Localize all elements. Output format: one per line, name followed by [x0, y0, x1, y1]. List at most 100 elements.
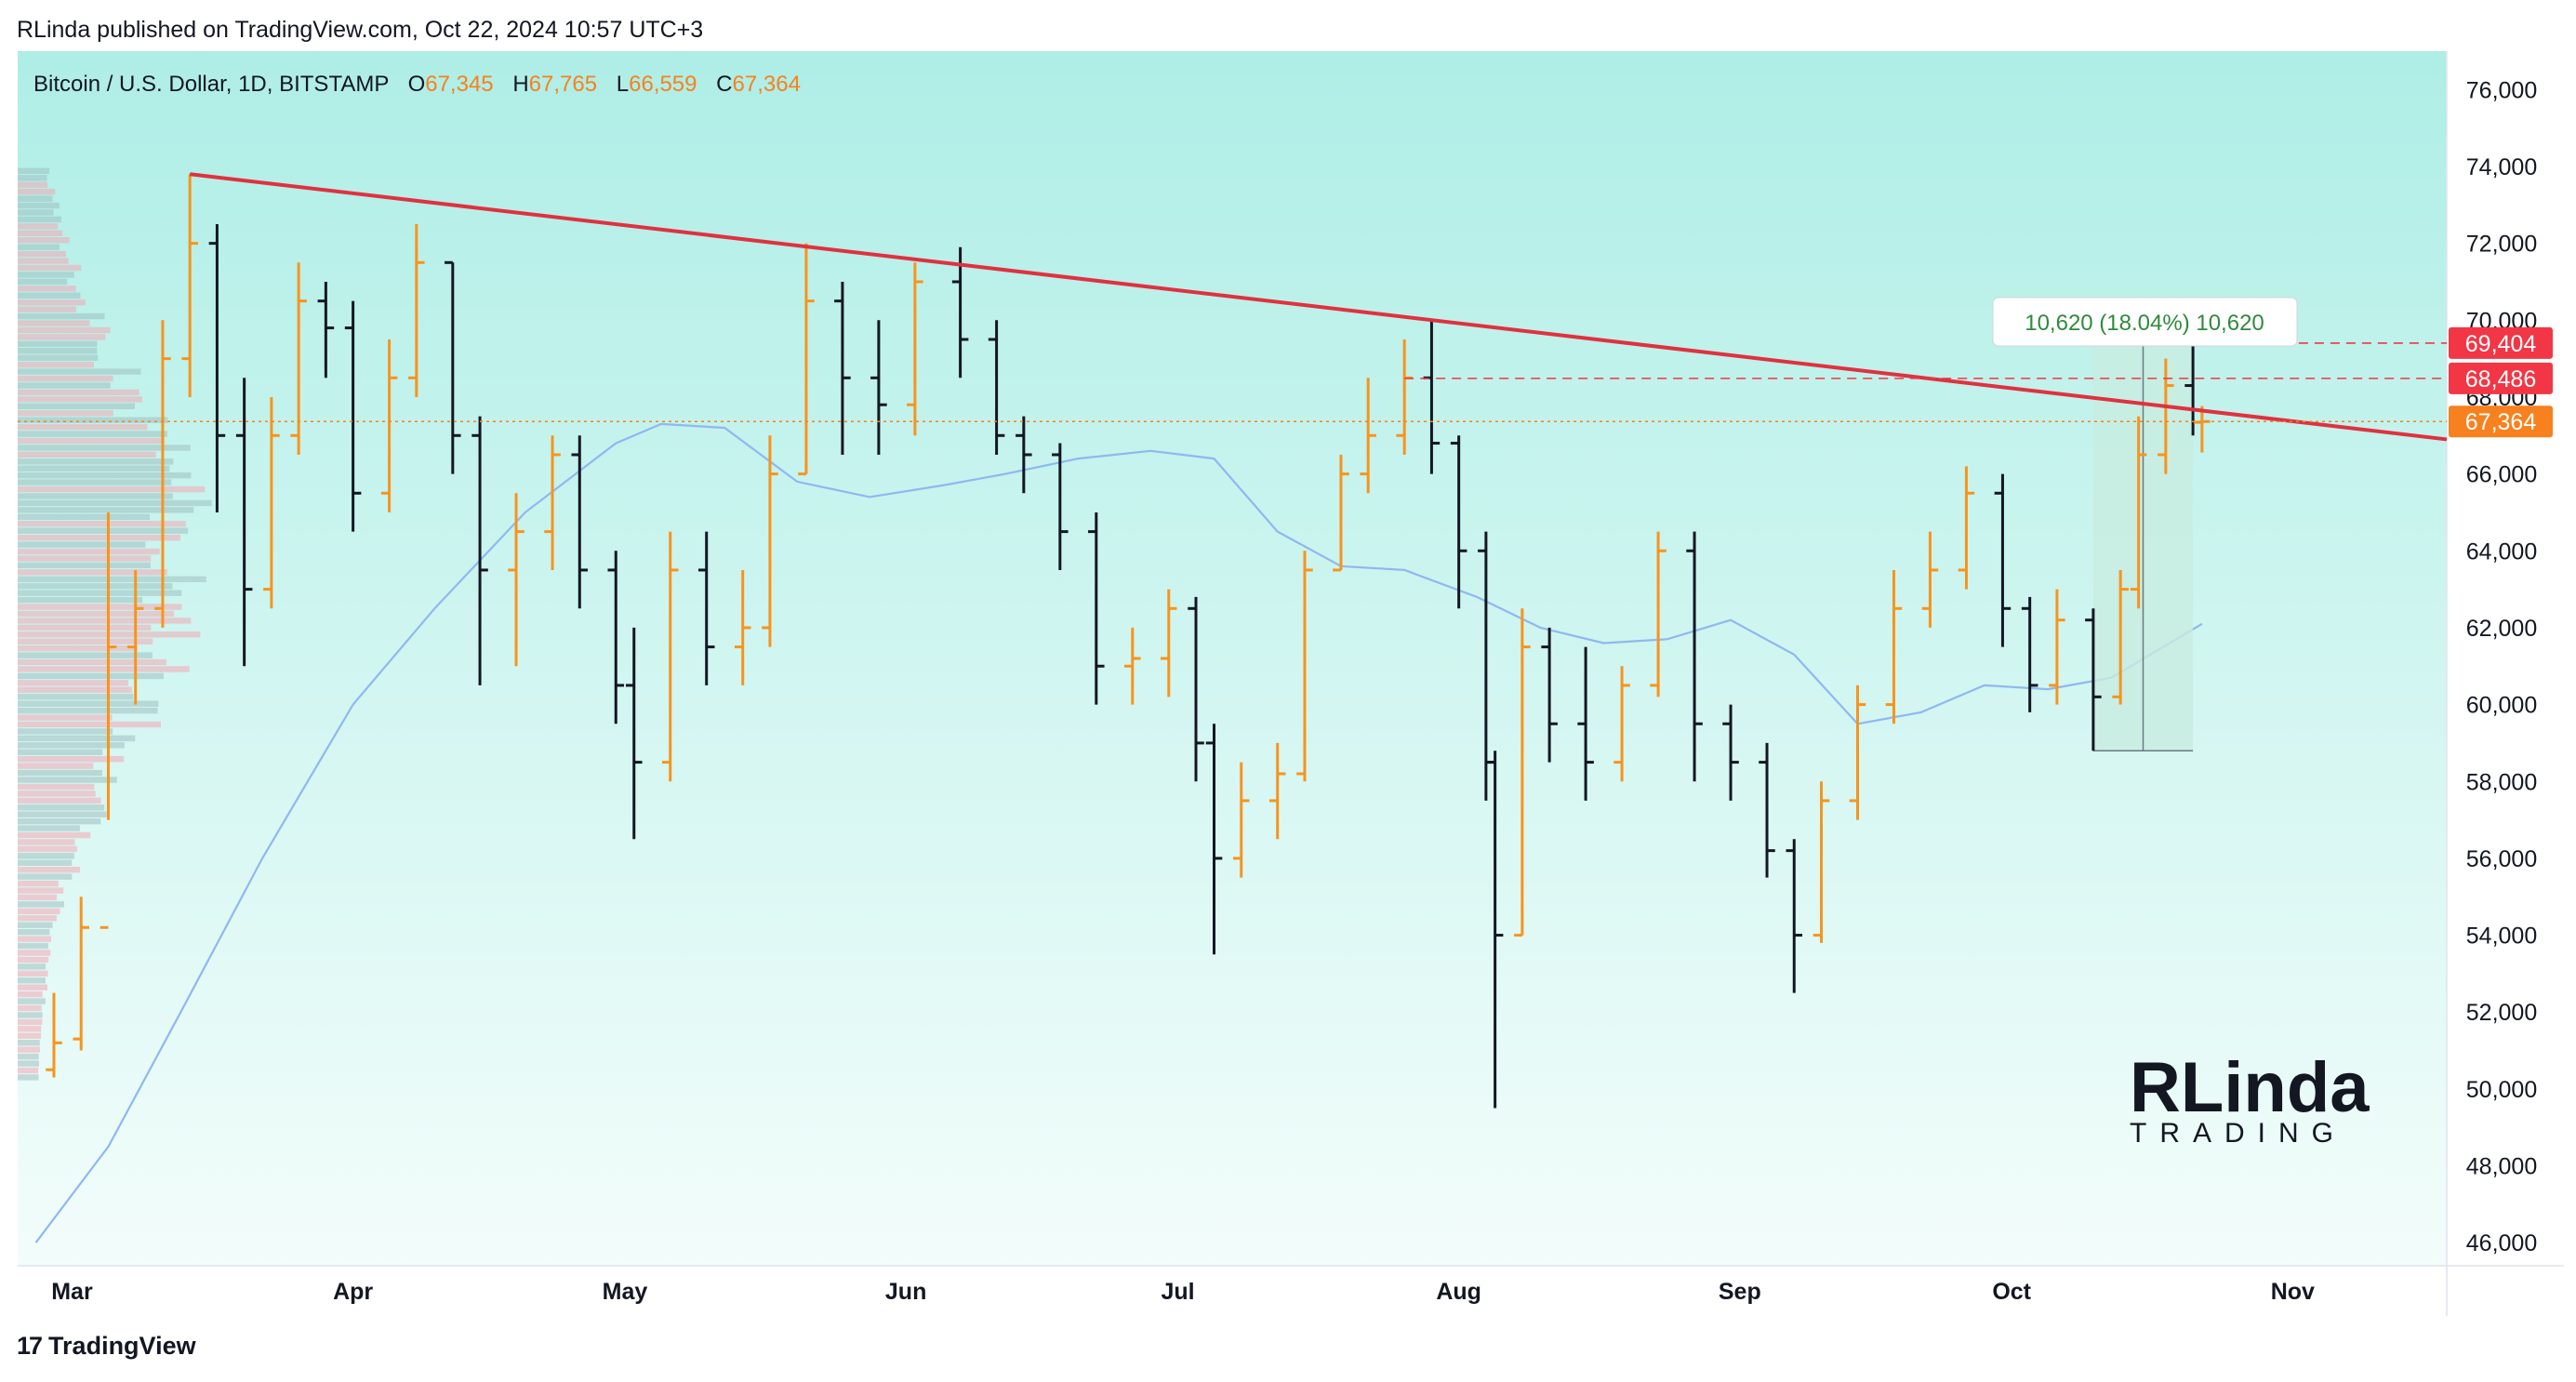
- ohlc-bar: [380, 339, 398, 512]
- ohlc-bar: [1052, 443, 1069, 570]
- volume-profile-bin: [18, 423, 148, 431]
- volume-profile-bin: [18, 638, 153, 644]
- volume-profile-bin: [18, 375, 113, 382]
- ohlc-bar: [661, 531, 679, 782]
- volume-profile-bin: [18, 1046, 41, 1053]
- price-tag: 69,404: [2449, 326, 2553, 359]
- volume-profile-bin: [18, 195, 53, 202]
- time-tick-label: Aug: [1436, 1279, 1481, 1305]
- ohlc-bar: [1722, 704, 1739, 801]
- volume-profile-bin: [18, 887, 64, 894]
- volume-profile-bin: [18, 1053, 39, 1060]
- ohlc-bar: [607, 551, 625, 724]
- price-tick-label: 48,000: [2466, 1154, 2537, 1180]
- price-tick-label: 52,000: [2466, 1000, 2537, 1026]
- ohlc-bar: [73, 897, 89, 1051]
- ohlc-bar: [290, 262, 307, 455]
- volume-profile-bin: [18, 831, 91, 839]
- volume-profile-bin: [18, 590, 182, 596]
- ohlc-bar: [2130, 416, 2147, 609]
- ohlc-bar: [544, 435, 561, 570]
- time-tick-label: Sep: [1719, 1279, 1761, 1305]
- volume-profile-bin: [18, 410, 113, 417]
- moving-average-line: [34, 422, 2203, 1243]
- price-axis-background: [2447, 51, 2564, 1266]
- volume-profile-bin: [18, 783, 95, 791]
- price-tag-box: [2449, 326, 2553, 359]
- price-tick-label: 54,000: [2466, 924, 2537, 950]
- descending-trendline: [189, 172, 2448, 442]
- ohlc-bar: [126, 569, 144, 705]
- volume-profile-bin: [18, 188, 56, 195]
- volume-profile-bin: [18, 1012, 43, 1018]
- volume-profile-bin: [18, 984, 47, 990]
- ohlc-bar: [1514, 608, 1531, 937]
- volume-profile-bin: [18, 417, 168, 423]
- price-tag: 68,486: [2449, 362, 2553, 394]
- volume-profile-bin: [18, 548, 160, 555]
- ohlc-bar: [2112, 569, 2129, 705]
- ohlc-bar: [1124, 627, 1141, 705]
- tradingview-footer-logo[interactable]: 17 TradingView: [17, 1332, 196, 1361]
- volume-profile-bin: [18, 534, 181, 541]
- ohlc-bar: [571, 435, 589, 609]
- volume-profile-bin: [18, 334, 106, 340]
- volume-profile-bin: [18, 700, 159, 707]
- price-tag: 67,364: [2449, 405, 2553, 438]
- volume-profile-bin: [18, 1067, 39, 1074]
- time-tick-label: Nov: [2271, 1279, 2315, 1305]
- volume-profile-bin: [18, 970, 48, 977]
- volume-profile-bin: [18, 299, 86, 306]
- price-tick-label: 76,000: [2466, 77, 2537, 103]
- volume-profile-bin: [18, 825, 80, 831]
- volume-profile-bin: [18, 306, 76, 312]
- volume-profile-bin: [18, 853, 74, 859]
- time-tick-label: Jul: [1161, 1279, 1194, 1305]
- time-axis[interactable]: Mar Apr May Jun Jul Aug Sep Oct Nov: [51, 1279, 2315, 1305]
- volume-profile-bin: [18, 610, 175, 618]
- volume-profile-bin: [18, 527, 189, 534]
- volume-profile-bin: [18, 286, 76, 292]
- price-tick-label: 50,000: [2466, 1077, 2537, 1103]
- ohlc-bar: [907, 262, 923, 436]
- watermark-line1: RLinda: [2130, 1048, 2370, 1127]
- ohlc-bar: [445, 260, 461, 474]
- price-tick-label: 56,000: [2466, 846, 2537, 872]
- legend-high: 67,765: [529, 72, 597, 97]
- ohlc-bar: [762, 435, 778, 647]
- volume-profile-bin: [18, 922, 53, 928]
- volume-profile-bin: [18, 1074, 39, 1081]
- ohlc-bar: [870, 320, 887, 455]
- ohlc-bar: [471, 416, 488, 685]
- volume-profile-bin: [18, 507, 194, 513]
- ohlc-bar: [951, 246, 969, 379]
- time-tick-label: Apr: [333, 1279, 373, 1305]
- measure-box-layer: [2092, 342, 2194, 751]
- price-tick-label: 62,000: [2466, 616, 2537, 642]
- volume-profile-bin: [18, 686, 132, 694]
- volume-profile-bin: [18, 755, 125, 763]
- legend-low: 66,559: [629, 72, 697, 97]
- ohlc-bar: [1088, 512, 1105, 705]
- legend-high-label: H: [512, 72, 528, 97]
- ohlc-bar: [1268, 742, 1286, 840]
- volume-profile-bin: [18, 894, 58, 901]
- volume-profile-bin: [18, 644, 139, 652]
- volume-profile-bin: [18, 244, 60, 250]
- volume-profile-bin: [18, 596, 143, 604]
- ohlc-bar: [1786, 839, 1803, 993]
- moving-average-layer: [34, 422, 2203, 1243]
- ohlc-bar: [697, 531, 715, 685]
- volume-profile-bin: [18, 562, 151, 569]
- ohlc-bar: [1205, 724, 1223, 955]
- ohlc-bar: [1812, 781, 1830, 943]
- volume-profile-bin: [18, 811, 107, 817]
- ohlc-bar: [1450, 435, 1467, 609]
- ohlc-bar: [235, 378, 253, 667]
- price-tag-box: [2449, 405, 2553, 438]
- ohlc-bar: [1296, 551, 1313, 782]
- volume-profile-bin: [18, 389, 139, 396]
- ohlc-bar: [1613, 666, 1630, 782]
- volume-profile-bin: [18, 694, 134, 700]
